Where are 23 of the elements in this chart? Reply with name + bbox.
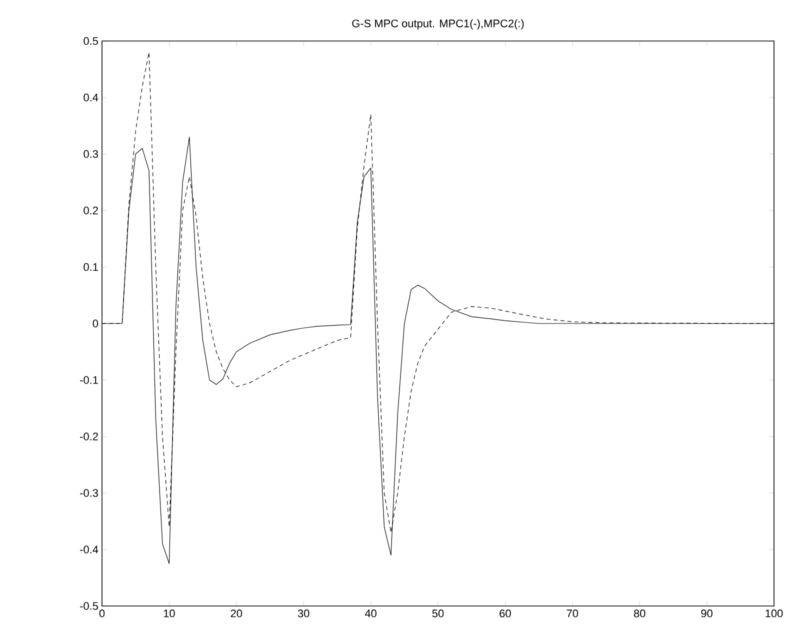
y-tick-label: 0.1 (84, 263, 98, 271)
x-tick-label: 0 (99, 610, 105, 618)
x-tick-label: 60 (500, 610, 511, 618)
x-tick-label: 20 (230, 610, 242, 618)
x-tick-label: 40 (364, 610, 376, 618)
x-tick-label: 90 (701, 610, 712, 618)
y-tick-label: 0.3 (84, 150, 98, 158)
x-tick-label: 80 (634, 610, 646, 618)
y-tick-label: 0.5 (84, 37, 98, 45)
y-tick-label: 0.4 (84, 94, 98, 102)
y-tick-label: 0 (92, 320, 98, 328)
x-tick-label: 100 (766, 610, 783, 618)
x-tick-label: 50 (432, 610, 444, 618)
y-tick-label: -0.4 (80, 546, 98, 554)
x-tick-label: 70 (566, 610, 578, 618)
y-tick-label: -0.5 (80, 602, 98, 610)
y-tick-label: 0.2 (84, 206, 98, 214)
chart-title: G-S MPC output. MPC1(-),MPC2(:) (352, 19, 524, 30)
y-tick-label: -0.2 (80, 432, 98, 440)
y-tick-label: -0.3 (80, 489, 98, 497)
y-tick-label: -0.1 (80, 376, 98, 384)
x-tick-label: 30 (298, 610, 310, 618)
x-tick-label: 10 (164, 610, 175, 618)
